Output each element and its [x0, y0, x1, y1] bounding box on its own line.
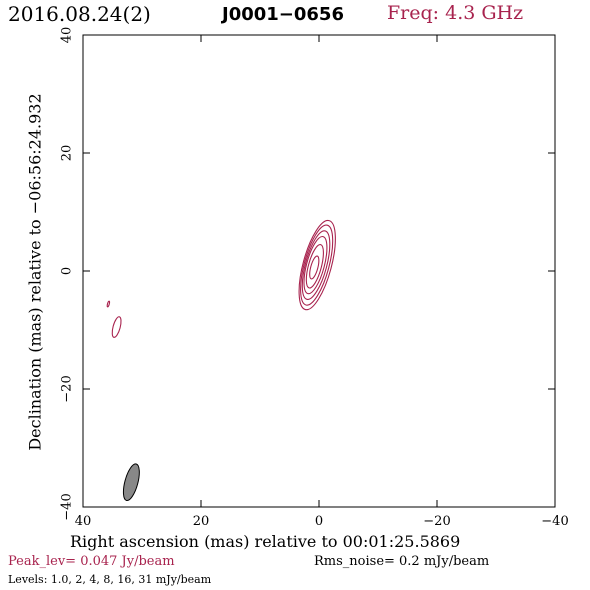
y-tick-label: 20 [60, 145, 75, 162]
y-tick-label: −20 [60, 375, 75, 402]
contour-ellipse [309, 255, 320, 280]
y-axis-label: Declination (mas) relative to −06:56:24.… [25, 93, 45, 451]
x-tick-label: −20 [423, 514, 450, 529]
contour-levels: Levels: 1.0, 2, 4, 8, 16, 31 mJy/beam [8, 573, 212, 586]
x-tick-label: 20 [193, 514, 210, 529]
y-tick-label: 0 [60, 267, 75, 275]
contour-ellipse [111, 316, 122, 338]
beam-shape [122, 463, 140, 502]
contour-ellipse [301, 230, 331, 300]
contour-ellipse [303, 235, 328, 295]
contour-ellipse [300, 224, 334, 306]
y-tick-label: −40 [60, 493, 75, 520]
axis-ticks [82, 34, 556, 508]
contour-ellipse [106, 300, 111, 308]
x-tick-label: −40 [541, 514, 568, 529]
y-tick-label: 40 [60, 27, 75, 44]
contour-lines [106, 219, 336, 338]
plot-frame [82, 34, 556, 508]
observation-date: 2016.08.24(2) [8, 2, 151, 26]
source-name: J0001−0656 [222, 4, 344, 25]
beam-ellipse [122, 463, 140, 502]
rms-noise: Rms_noise= 0.2 mJy/beam [314, 554, 490, 569]
contour-ellipse [305, 244, 324, 289]
x-tick-labels: 40 20 0 −20 −40 [75, 514, 569, 529]
x-tick-label: 40 [75, 514, 92, 529]
x-axis-label: Right ascension (mas) relative to 00:01:… [70, 532, 461, 551]
contour-ellipse [298, 219, 336, 311]
peak-level: Peak_lev= 0.047 Jy/beam [8, 554, 175, 569]
x-tick-label: 0 [315, 514, 323, 529]
frequency-label: Freq: 4.3 GHz [387, 2, 524, 24]
y-tick-labels: −40 −20 0 20 40 [60, 27, 75, 521]
